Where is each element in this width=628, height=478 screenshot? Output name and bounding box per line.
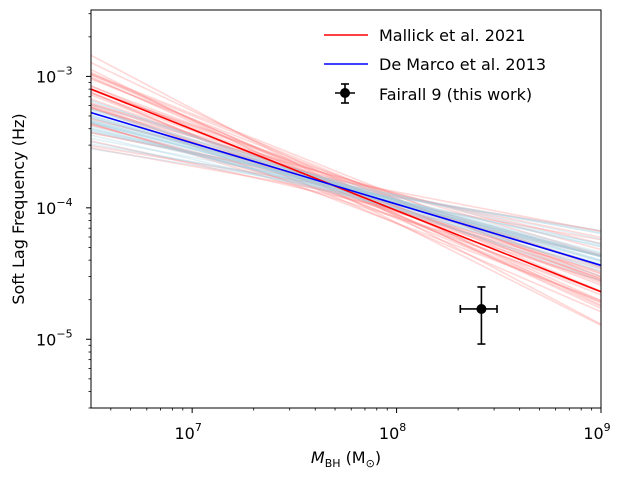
plot-frame <box>90 9 602 409</box>
fairall9-point <box>476 303 487 314</box>
mallick-sample-line <box>91 87 601 287</box>
demarco-sample-line <box>91 117 601 257</box>
mallick-sample-line <box>91 72 601 278</box>
series-line-demarco <box>91 111 601 267</box>
y-tick-base: 10 <box>36 199 56 218</box>
x-tick-exp: 9 <box>604 421 611 434</box>
mallick-sample-line <box>91 106 601 302</box>
mallick-sample-line <box>91 117 601 257</box>
mallick-sample-line <box>91 85 601 278</box>
series-line-mallick <box>91 88 601 293</box>
mallick-sample-line <box>91 94 601 296</box>
x-axis-title: MBH (M⊙) <box>311 448 381 470</box>
mallick-sample-line <box>91 88 601 274</box>
mallick-sample-line <box>91 103 601 256</box>
legend-label-fairall9: Fairall 9 (this work) <box>379 85 532 104</box>
mallick-sample-line <box>91 73 601 302</box>
mallick-sample-line <box>91 140 601 257</box>
mallick-sample-line <box>91 131 601 239</box>
demarco-sample-line <box>91 134 601 258</box>
y-tick-base: 10 <box>36 330 56 349</box>
x-axis-title-main: M <box>311 448 325 467</box>
y-tick-label: 10−4 <box>36 196 73 218</box>
x-tick-label: 108 <box>379 421 406 443</box>
mallick-sample-line <box>91 147 601 241</box>
x-axis-title-unit-sub: ⊙ <box>366 457 375 470</box>
y-tick-label: 10−5 <box>36 327 73 349</box>
mallick-sample-line <box>91 73 601 282</box>
x-tick-base: 10 <box>583 424 603 443</box>
series-lines <box>91 88 601 293</box>
mallick-sample-line <box>91 123 601 270</box>
mallick-sample-line <box>91 132 601 233</box>
y-axis-title: Soft Lag Frequency (Hz) <box>9 113 28 304</box>
mallick-sample-line <box>91 84 601 303</box>
demarco-sample-line <box>91 108 601 261</box>
demarco-sample-line <box>91 125 601 265</box>
y-axis: 10−510−410−3 <box>36 13 91 409</box>
legend-label-demarco: De Marco et al. 2013 <box>379 55 546 74</box>
x-tick-exp: 7 <box>195 421 202 434</box>
y-tick-base: 10 <box>36 67 56 86</box>
x-tick-base: 10 <box>379 424 399 443</box>
x-tick-exp: 8 <box>399 421 406 434</box>
y-tick-label: 10−3 <box>36 64 73 86</box>
x-axis: 107 108 109 <box>110 408 611 443</box>
mallick-sample-line <box>91 118 601 245</box>
demarco-sample-line <box>91 119 601 246</box>
demarco-sample-line <box>91 130 601 240</box>
mallick-sample-line <box>91 89 601 268</box>
demarco-sample-line <box>91 141 601 245</box>
demarco-sample-line <box>91 128 601 248</box>
y-tick-exp: −3 <box>56 64 72 77</box>
x-axis-title-close: ) <box>375 448 381 467</box>
fairall9-errorbar <box>459 286 498 345</box>
mallick-sample-line <box>91 123 601 273</box>
mallick-sample-line <box>91 76 601 308</box>
demarco-sample-line <box>91 127 601 257</box>
mallick-sample-line <box>91 92 601 284</box>
mallick-sample-lines <box>91 54 601 326</box>
mallick-sample-line <box>91 92 601 304</box>
mallick-sample-line <box>91 103 601 266</box>
mallick-sample-line <box>91 77 601 292</box>
demarco-sample-line <box>91 121 601 255</box>
demarco-sample-line <box>91 109 601 263</box>
mallick-sample-line <box>91 91 601 313</box>
mallick-sample-line <box>91 61 601 307</box>
mallick-sample-line <box>91 106 601 282</box>
mallick-sample-line <box>91 122 601 282</box>
mallick-sample-line <box>91 68 601 326</box>
demarco-sample-line <box>91 100 601 273</box>
x-tick-base: 10 <box>174 424 194 443</box>
legend-label-mallick: Mallick et al. 2021 <box>379 26 525 45</box>
demarco-sample-line <box>91 122 601 268</box>
demarco-sample-line <box>91 128 601 256</box>
mallick-sample-line <box>91 106 601 279</box>
mallick-sample-line <box>91 104 601 293</box>
legend: Mallick et al. 2021 De Marco et al. 2013… <box>324 26 546 104</box>
demarco-sample-line <box>91 114 601 271</box>
x-tick-label: 107 <box>174 421 201 443</box>
mallick-sample-line <box>91 78 601 280</box>
demarco-sample-line <box>91 103 601 266</box>
demarco-sample-line <box>91 120 601 254</box>
demarco-sample-line <box>91 137 601 235</box>
legend-marker-fairall9-dot <box>340 88 350 98</box>
x-axis-title-sub: BH <box>325 457 341 470</box>
x-axis-title-unit: (M <box>346 448 366 467</box>
y-tick-exp: −4 <box>56 196 72 209</box>
mallick-sample-line <box>91 107 601 251</box>
x-tick-label: 109 <box>583 421 610 443</box>
demarco-sample-line <box>91 111 601 277</box>
y-tick-exp: −5 <box>56 327 72 340</box>
